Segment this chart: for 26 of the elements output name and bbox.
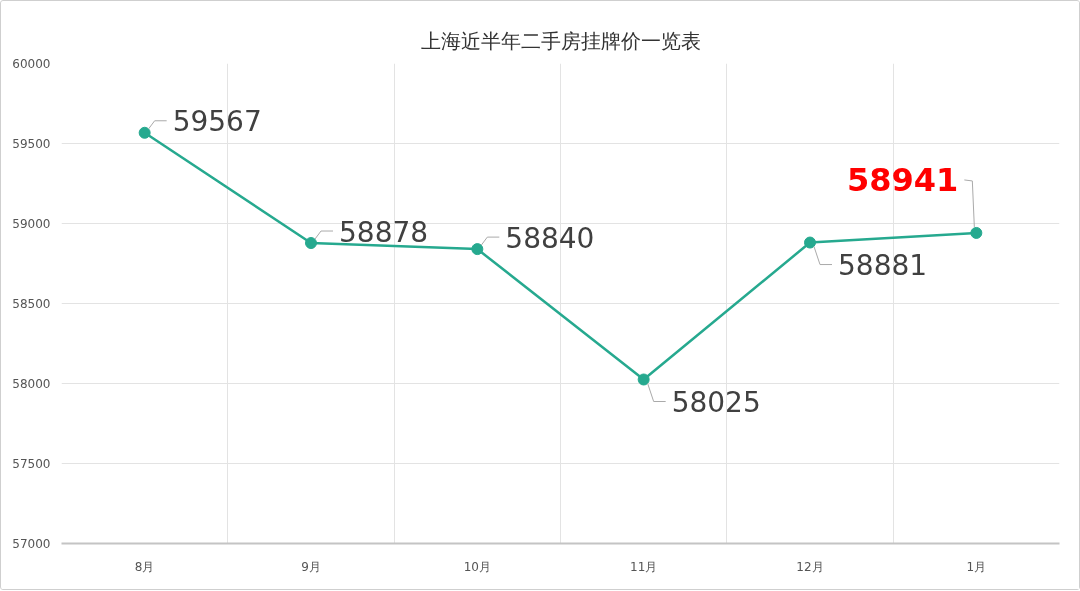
point — [804, 236, 816, 249]
chart-title: 上海近半年二手房挂牌价一览表 — [420, 28, 701, 53]
point — [138, 126, 151, 139]
point — [471, 243, 484, 256]
data-label: 58881 — [838, 249, 928, 283]
point — [970, 226, 983, 239]
point — [637, 373, 650, 386]
y-tick-label: 60000 — [12, 57, 51, 71]
data-label: 58025 — [671, 386, 761, 419]
x-tick-label: 10月 — [463, 559, 491, 574]
y-tick-label: 58000 — [12, 377, 51, 391]
x-tick-label: 9月 — [301, 559, 321, 574]
x-tick-label: 1月 — [966, 559, 987, 574]
y-tick-label: 57500 — [12, 457, 51, 471]
point — [305, 237, 317, 250]
y-tick-label: 58500 — [12, 297, 51, 311]
y-tick-label: 59500 — [12, 137, 51, 151]
data-label: 58878 — [339, 215, 429, 249]
x-tick-label: 11月 — [630, 559, 658, 574]
x-tick-label: 8月 — [134, 559, 155, 574]
annotation: 58941 — [847, 161, 959, 200]
x-tick-label: 12月 — [796, 559, 824, 574]
y-tick-label: 59000 — [12, 217, 51, 231]
data-label: 58840 — [505, 221, 595, 255]
data-label: 59567 — [172, 105, 262, 139]
y-tick-label: 57000 — [12, 537, 51, 551]
